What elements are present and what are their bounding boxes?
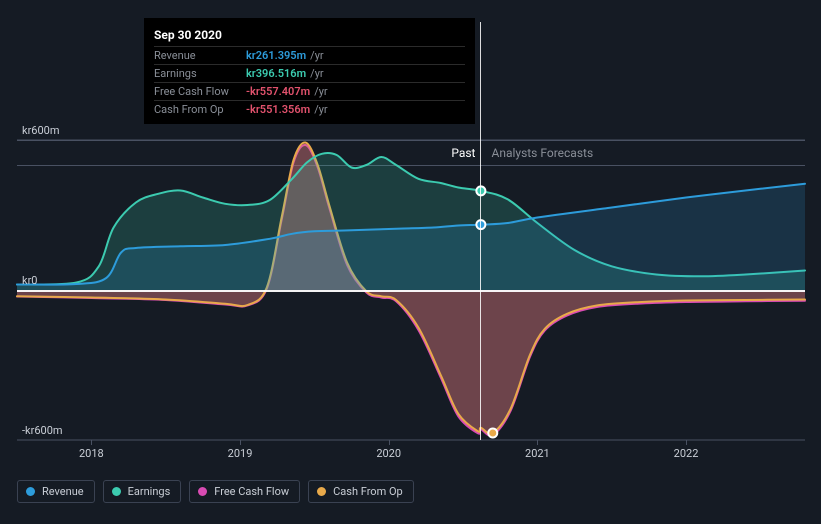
tooltip-metric: Earnings [154,67,246,80]
chart-container: Sep 30 2020 Revenuekr261.395m/yrEarnings… [0,0,821,524]
x-tick [240,440,241,445]
tooltip-row: Revenuekr261.395m/yr [154,46,465,64]
x-axis-label: 2018 [79,447,104,460]
legend-swatch [198,487,207,496]
legend-swatch [317,487,326,496]
legend: Revenue Earnings Free Cash Flow Cash From O… [17,480,414,503]
legend-item-revenue[interactable]: Revenue [17,480,95,503]
tooltip-row: Earningskr396.516m/yr [154,64,465,82]
marker-cfo-dot [489,430,496,437]
tooltip-date: Sep 30 2020 [154,24,465,46]
legend-label: Revenue [42,485,84,498]
tooltip-metric: Revenue [154,49,246,62]
tooltip-unit: /yr [314,103,327,116]
x-axis-label: 2021 [525,447,550,460]
y-axis-label: kr600m [22,124,60,137]
tooltip-unit: /yr [310,49,323,62]
legend-label: Free Cash Flow [214,485,289,498]
x-tick [537,440,538,445]
x-axis-label: 2020 [376,447,401,460]
tooltip-value: -kr557.407m [246,85,310,98]
tooltip-metric: Free Cash Flow [154,85,246,98]
legend-item-earnings[interactable]: Earnings [103,480,182,503]
tooltip-value: kr261.395m [246,49,306,62]
legend-item-fcf[interactable]: Free Cash Flow [189,480,300,503]
x-axis-label: 2019 [228,447,253,460]
tooltip-row: Free Cash Flow-kr557.407m/yr [154,82,465,100]
x-tick [91,440,92,445]
zero-line [17,290,805,292]
x-axis-label: 2022 [674,447,699,460]
legend-swatch [112,487,121,496]
legend-swatch [26,487,35,496]
tooltip-unit: /yr [314,85,327,98]
y-axis-label: kr0 [22,274,38,287]
legend-label: Earnings [128,485,171,498]
x-axis: 2018 2019 2020 2021 2022 [17,443,805,467]
tooltip-value: -kr551.356m [246,103,310,116]
tooltip-row: Cash From Op-kr551.356m/yr [154,100,465,118]
tooltip-unit: /yr [310,67,323,80]
x-tick [389,440,390,445]
y-axis-label: -kr600m [22,424,63,437]
tooltip-metric: Cash From Op [154,103,246,116]
hover-tooltip: Sep 30 2020 Revenuekr261.395m/yrEarnings… [144,18,475,124]
cursor-line [480,22,481,440]
legend-label: Cash From Op [333,485,403,498]
x-tick [686,440,687,445]
tooltip-value: kr396.516m [246,67,306,80]
legend-item-cfo[interactable]: Cash From Op [308,480,414,503]
